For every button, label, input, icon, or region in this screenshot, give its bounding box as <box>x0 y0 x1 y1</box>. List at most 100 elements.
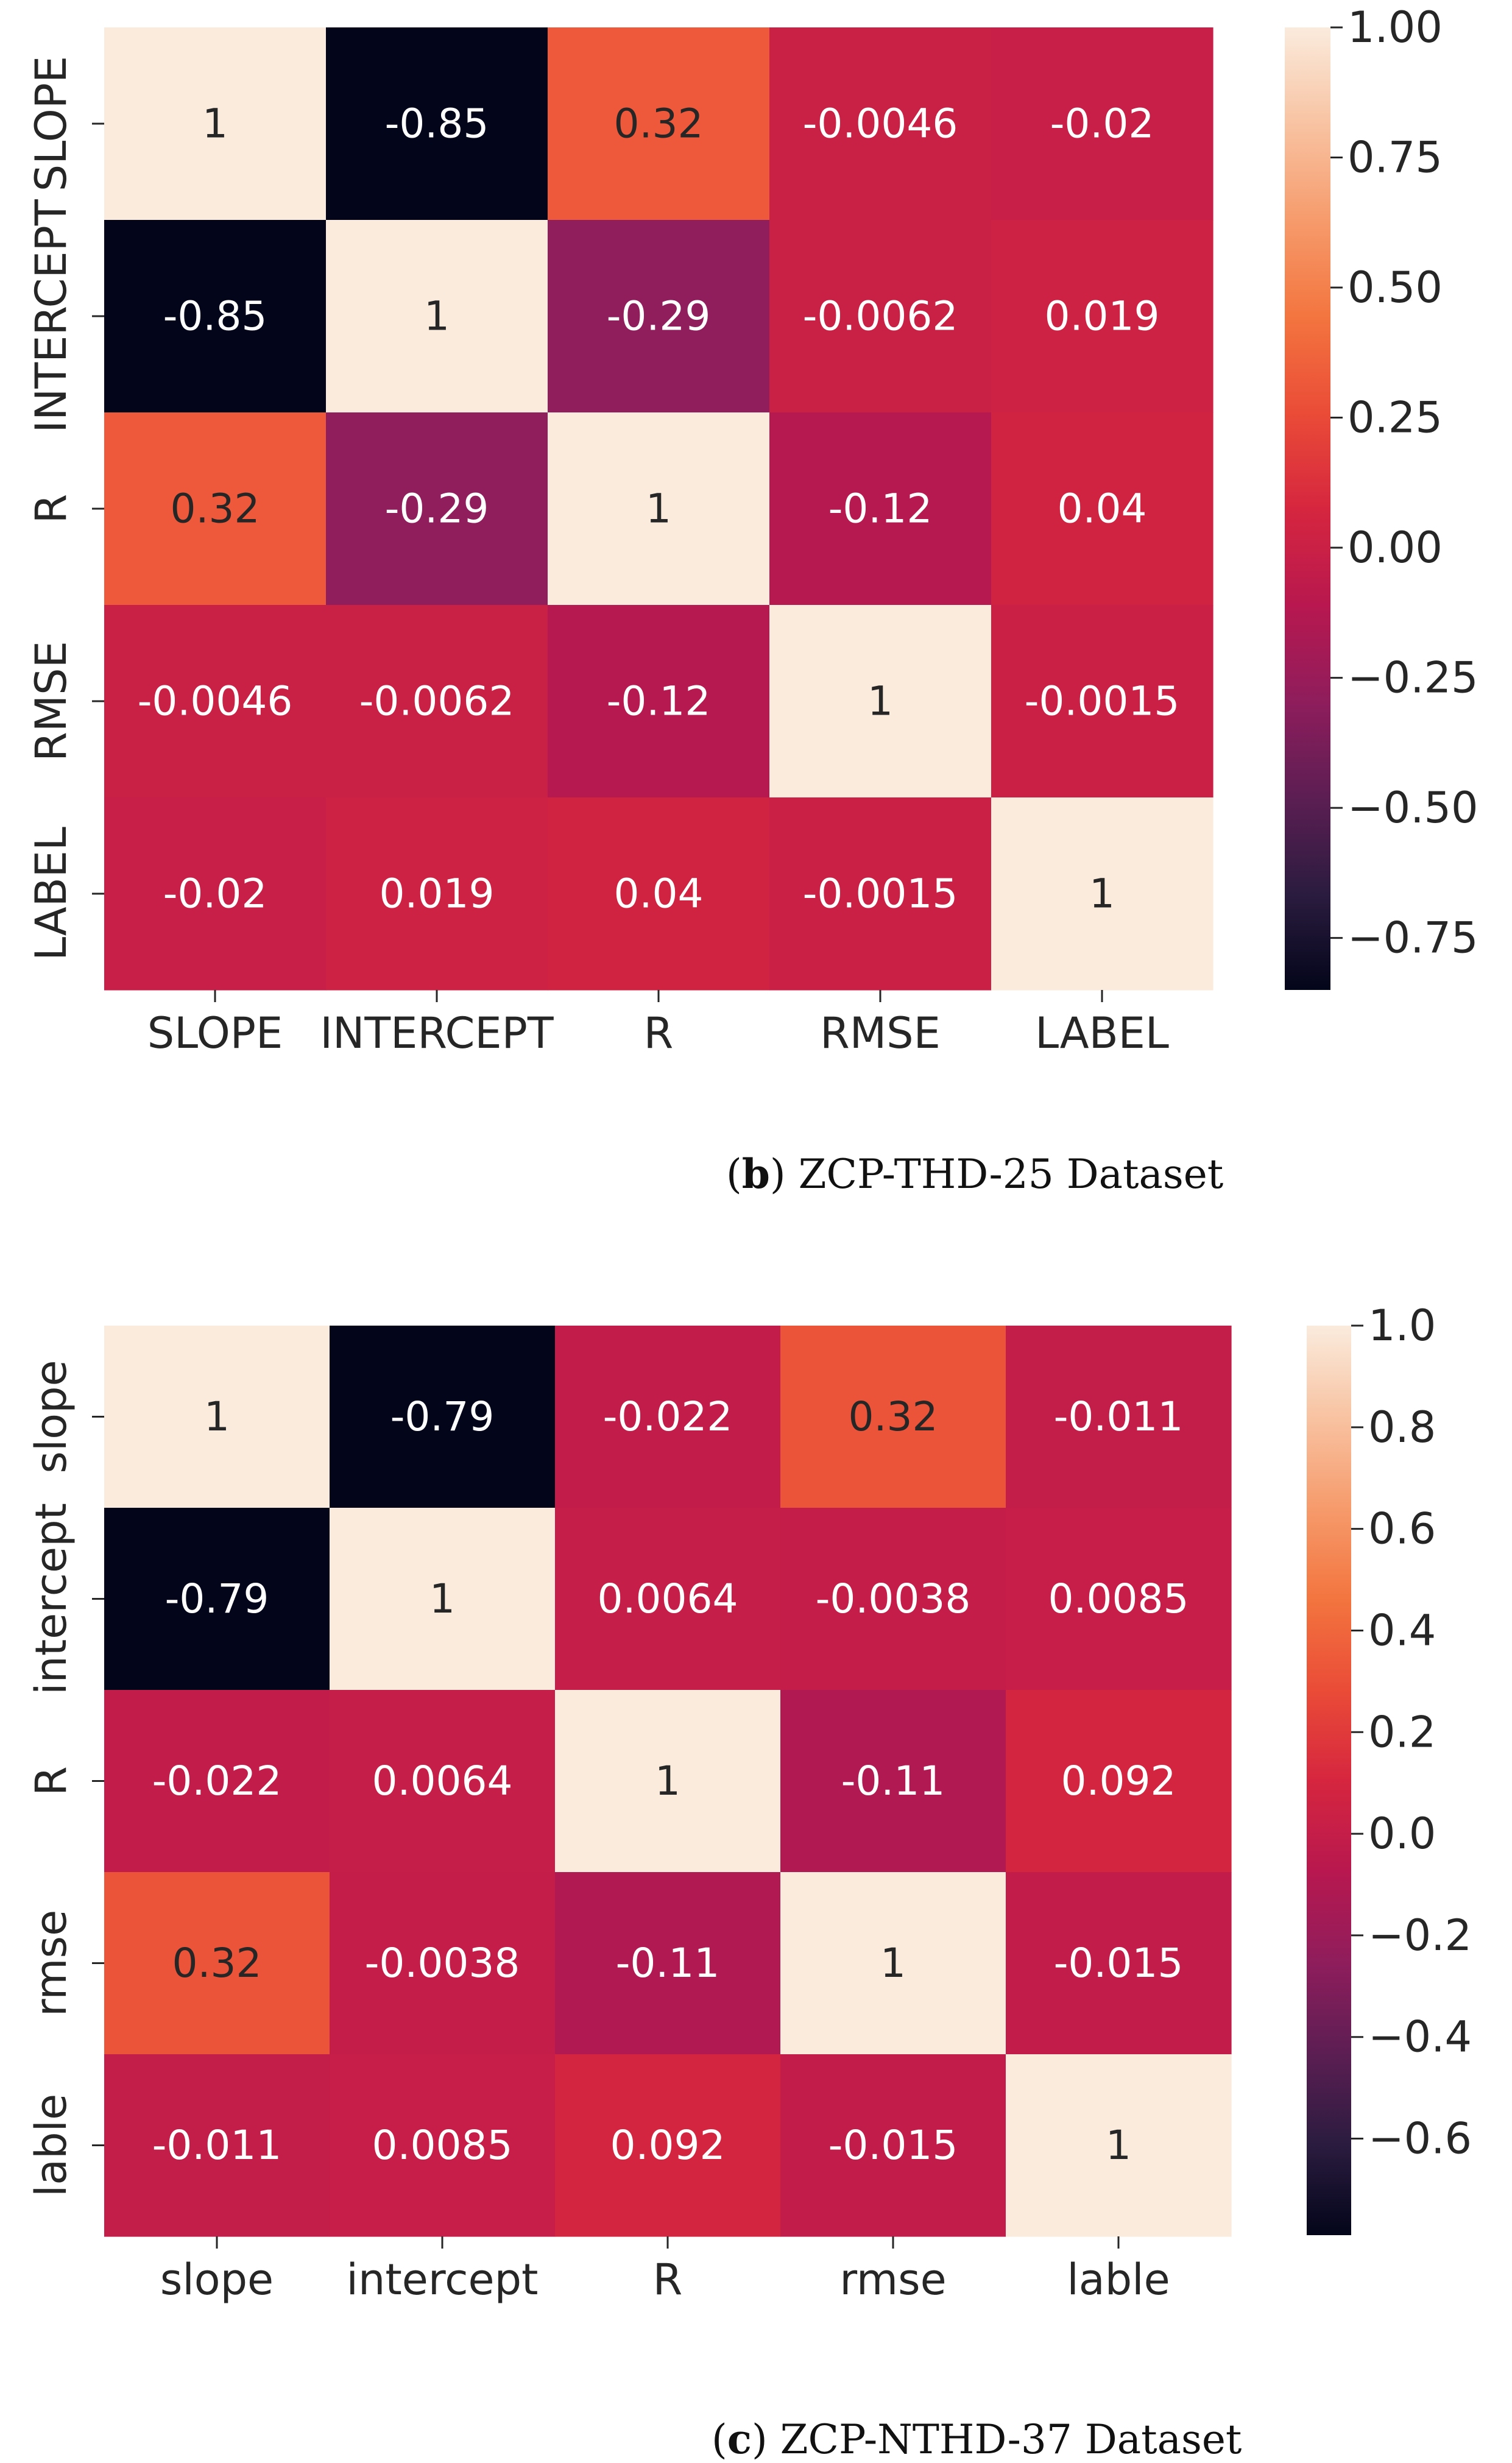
heatmap-c-cell-r2-c1 <box>330 1690 556 1873</box>
heatmap-b-cell-label-r4-c2: 0.04 <box>614 871 704 917</box>
heatmap-c-cell-label-r2-c1: 0.0064 <box>372 1758 513 1804</box>
heatmap-b-cell-label-r1-c1: 1 <box>424 293 450 340</box>
heatmap-b-cell-r1-c4 <box>991 220 1213 413</box>
colorbar-b-tick-label-0: 1.00 <box>1348 2 1443 52</box>
heatmap-b-cell-label-r2-c0: 0.32 <box>171 486 260 532</box>
heatmap-b-cell-r2-c0 <box>104 412 327 606</box>
heatmap-b-cell-r3-c1 <box>326 605 548 798</box>
heatmap-b-cell-r0-c1 <box>326 27 548 221</box>
heatmap-b-cell-r2-c2 <box>548 412 770 606</box>
colorbar-c-tick-label-3: 0.4 <box>1368 1605 1436 1655</box>
colorbar-c-tick-label-5: 0.0 <box>1368 1809 1436 1859</box>
heatmap-b-cell-r4-c3 <box>769 797 992 991</box>
heatmap-c-cell-r1-c4 <box>1006 1508 1232 1691</box>
colorbar-b-tick-label-3: 0.25 <box>1348 393 1443 443</box>
heatmap-c-cell-label-r0-c1: -0.79 <box>390 1393 495 1440</box>
heatmap-b-cell-r0-c0 <box>104 27 327 221</box>
heatmap-c-xtick-label-0: slope <box>160 2255 274 2305</box>
heatmap-c-cell-label-r4-c3: -0.015 <box>828 2122 958 2169</box>
heatmap-c-cell-label-r2-c3: -0.11 <box>841 1758 945 1804</box>
heatmap-b-cell-r1-c0 <box>104 220 327 413</box>
heatmap-b-cell-label-r0-c0: 1 <box>202 101 228 147</box>
heatmap-b-ytick-label-0: SLOPE <box>26 56 76 191</box>
colorbar-b <box>1285 27 1330 990</box>
colorbar-c <box>1307 1326 1351 2235</box>
heatmap-b-cell-r0-c3 <box>769 27 992 221</box>
heatmap-b-cell-label-r2-c1: -0.29 <box>385 486 489 532</box>
colorbar-c-tick-label-4: 0.2 <box>1368 1707 1436 1757</box>
heatmap-b-ytick-label-1: INTERCEPT <box>26 199 76 433</box>
heatmap-c-cell-label-r1-c3: -0.0038 <box>816 1575 971 1622</box>
heatmap-c-cell-label-r4-c2: 0.092 <box>610 2122 726 2169</box>
heatmap-c-cell-r4-c2 <box>555 2054 781 2237</box>
heatmap-c-cell-label-r0-c4: -0.011 <box>1054 1393 1184 1440</box>
heatmap-c-cell-label-r1-c1: 1 <box>429 1575 455 1622</box>
heatmap-c-cell-label-r0-c0: 1 <box>204 1393 230 1440</box>
colorbar-b-tick-label-1: 0.75 <box>1348 133 1443 183</box>
heatmap-c-cell-r0-c4 <box>1006 1326 1232 1508</box>
caption-b: (b) ZCP-THD-25 Dataset <box>726 1150 1224 1198</box>
heatmap-c-cell-label-r3-c4: -0.015 <box>1054 1940 1184 1987</box>
heatmap-b-xtick-label-2: R <box>644 1008 674 1058</box>
colorbar-b-tick-label-4: 0.00 <box>1348 523 1443 573</box>
heatmap-c-cell-r1-c3 <box>780 1508 1006 1691</box>
heatmap-b-xtick-label-4: LABEL <box>1035 1008 1169 1058</box>
heatmap-b-cell-r4-c0 <box>104 797 327 991</box>
heatmap-b-cell-label-r0-c2: 0.32 <box>614 101 704 147</box>
heatmap-c-cell-r1-c1 <box>330 1508 556 1691</box>
heatmap-c-ytick-label-0: slope <box>26 1360 76 1473</box>
heatmap-b-xtick-label-0: SLOPE <box>147 1008 283 1058</box>
heatmap-b-cell-label-r4-c4: 1 <box>1089 871 1115 917</box>
heatmap-b-cell-r3-c3 <box>769 605 992 798</box>
heatmap-c-cell-r0-c2 <box>555 1326 781 1508</box>
heatmap-b-cell-r0-c4 <box>991 27 1213 221</box>
colorbar-b-tick-label-2: 0.50 <box>1348 263 1443 313</box>
heatmap-b-ytick-label-2: R <box>26 494 76 524</box>
caption-c-text: ZCP-NTHD-37 Dataset <box>780 2416 1242 2463</box>
heatmap-c-cell-r4-c1 <box>330 2054 556 2237</box>
heatmap-b-cell-r4-c2 <box>548 797 770 991</box>
heatmap-c-xtick-label-3: rmse <box>839 2255 946 2305</box>
caption-b-text: ZCP-THD-25 Dataset <box>798 1151 1224 1198</box>
heatmap-c-cell-label-r2-c4: 0.092 <box>1061 1758 1176 1804</box>
heatmap-c-cell-r2-c3 <box>780 1690 1006 1873</box>
heatmap-c-cell-label-r3-c0: 0.32 <box>172 1940 262 1987</box>
heatmap-c: 1 -0.79 -0.022 0.32 -0.011 -0.79 1 0.0064 -0.003… <box>26 1301 1472 2305</box>
heatmap-b-cell-label-r1-c3: -0.0062 <box>803 293 958 340</box>
heatmap-c-cell-r1-c0 <box>104 1508 330 1691</box>
heatmap-b-cell-r4-c1 <box>326 797 548 991</box>
heatmap-b-ytick-label-4: LABEL <box>26 827 76 961</box>
colorbar-c-tick-label-8: −0.6 <box>1368 2114 1472 2164</box>
heatmap-c-ytick-label-4: lable <box>26 2094 76 2197</box>
colorbar-c-tick-label-1: 0.8 <box>1368 1402 1436 1452</box>
heatmap-b-cell-r3-c0 <box>104 605 327 798</box>
heatmap-c-cell-r1-c2 <box>555 1508 781 1691</box>
heatmap-b-cell-label-r2-c3: -0.12 <box>828 486 933 532</box>
heatmap-b-cell-label-r1-c2: -0.29 <box>607 293 711 340</box>
heatmap-c-cell-label-r4-c0: -0.011 <box>152 2122 282 2169</box>
heatmap-b-cell-label-r1-c4: 0.019 <box>1045 293 1160 340</box>
heatmap-b-cell-r4-c4 <box>991 797 1213 991</box>
heatmap-c-cell-r3-c3 <box>780 1872 1006 2055</box>
heatmap-c-ytick-label-2: R <box>26 1766 76 1796</box>
heatmap-c-cell-r3-c0 <box>104 1872 330 2055</box>
heatmap-c-cell-r2-c4 <box>1006 1690 1232 1873</box>
heatmap-b-cell-label-r0-c1: -0.85 <box>385 101 489 147</box>
heatmap-c-cell-label-r3-c1: -0.0038 <box>365 1940 520 1987</box>
heatmap-c-cell-r3-c2 <box>555 1872 781 2055</box>
heatmap-c-ytick-label-1: intercept <box>26 1503 76 1695</box>
heatmap-b-xtick-label-3: RMSE <box>820 1008 941 1058</box>
colorbar-b-tick-label-5: −0.25 <box>1348 653 1478 703</box>
heatmap-b-cell-r3-c4 <box>991 605 1213 798</box>
heatmap-c-xtick-label-4: lable <box>1067 2255 1170 2305</box>
heatmap-b-cell-r2-c4 <box>991 412 1213 606</box>
heatmap-c-cell-r4-c0 <box>104 2054 330 2237</box>
heatmap-c-cell-r0-c0 <box>104 1326 330 1508</box>
heatmap-b-cell-label-r4-c1: 0.019 <box>380 871 495 917</box>
heatmap-c-xtick-label-2: R <box>653 2255 683 2305</box>
heatmap-b-xtick-label-1: INTERCEPT <box>320 1008 553 1058</box>
heatmap-b-cell-label-r2-c4: 0.04 <box>1058 486 1147 532</box>
heatmap-b-cell-label-r3-c4: -0.0015 <box>1025 678 1180 725</box>
heatmap-b-cell-label-r4-c3: -0.0015 <box>803 871 958 917</box>
